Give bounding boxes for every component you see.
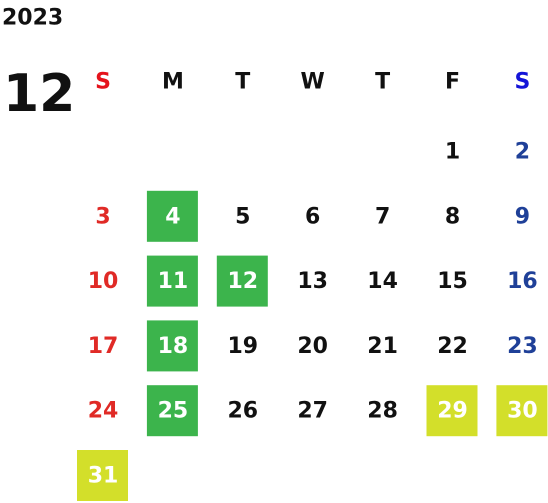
day: 19 [227,334,258,359]
day-highlight [496,385,548,437]
weekday-header: T [235,70,250,95]
day: 17 [88,334,119,359]
day: 2 [515,140,530,165]
day: 26 [227,399,258,424]
weekday-header: S [95,70,111,95]
weekday-header: T [375,70,390,95]
day: 27 [297,399,328,424]
day: 7 [375,204,390,229]
day: 1 [445,140,460,165]
day: 3 [95,204,110,229]
day: 22 [437,334,468,359]
day: 25 [158,399,189,424]
day-highlight [216,255,268,307]
year: 2023 [2,6,63,31]
day-highlight [77,450,128,501]
day-highlight [146,320,198,372]
day: 12 [227,269,258,294]
day: 30 [507,399,538,424]
day: 5 [235,204,250,229]
day: 31 [88,464,119,489]
day-highlight [146,255,198,307]
month: 12 [3,64,75,124]
day: 16 [507,269,538,294]
day: 9 [515,204,530,229]
day: 8 [445,204,460,229]
day-highlight [146,385,198,437]
day-highlight [146,190,198,242]
day: 20 [297,334,328,359]
day: 23 [507,334,538,359]
day: 6 [305,204,320,229]
day: 4 [165,204,180,229]
weekday-header: W [301,70,325,95]
day-highlight [426,385,478,437]
day: 13 [297,269,328,294]
day: 28 [367,399,398,424]
day: 10 [88,269,119,294]
day: 24 [88,399,119,424]
day: 29 [437,399,468,424]
day: 15 [437,269,468,294]
weekday-header: S [514,70,530,95]
weekday-header: F [445,70,460,95]
day: 11 [158,269,189,294]
weekday-header: M [162,70,184,95]
day: 14 [367,269,398,294]
day: 21 [367,334,398,359]
day: 18 [158,334,189,359]
